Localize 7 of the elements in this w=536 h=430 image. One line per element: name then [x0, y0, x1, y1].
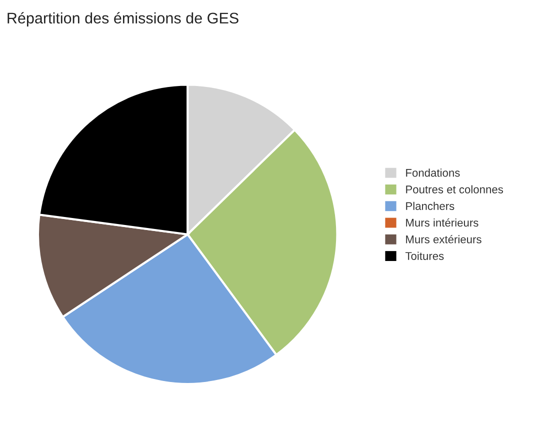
legend-label: Planchers	[406, 202, 454, 210]
chart-title: Répartition des émissions de GES	[8, 12, 238, 27]
legend-label: Murs extérieurs	[406, 235, 482, 244]
legend-label: Toitures	[405, 252, 444, 260]
legend-label: Murs intérieurs	[406, 218, 478, 227]
legend-label: Fondations	[406, 168, 460, 177]
legend-label: Poutres et colonnes	[406, 185, 504, 194]
